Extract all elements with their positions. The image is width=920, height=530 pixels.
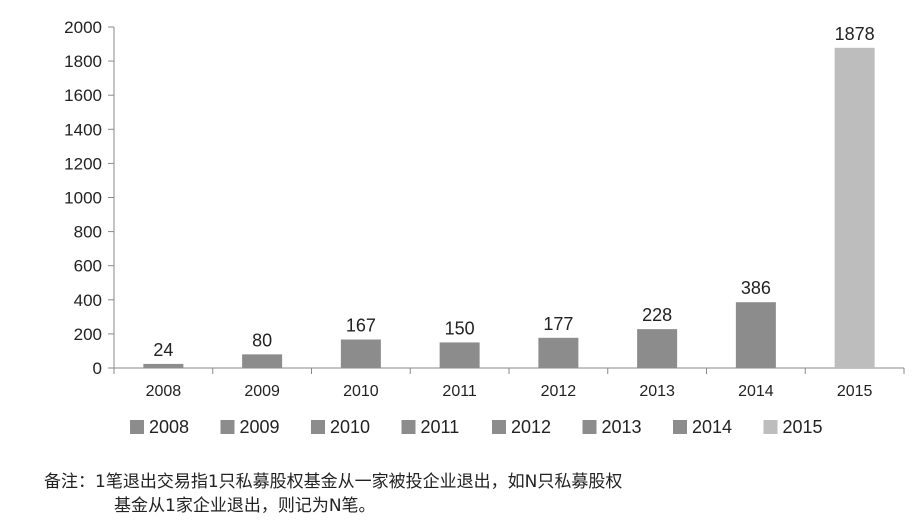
x-tick-label-2009: 2009 [244,383,280,400]
bar-2009 [242,354,283,368]
x-tick-label-2011: 2011 [442,383,477,400]
y-tick-label: 800 [74,223,102,242]
bar-2014 [735,302,776,368]
data-label-2008: 24 [153,340,173,360]
legend-label: 2008 [149,417,189,437]
legend-label: 2015 [783,417,823,437]
data-label-2014: 386 [741,278,771,298]
y-tick-label: 1200 [64,154,102,173]
legend-swatch [492,420,506,434]
bar-2013 [637,329,678,368]
data-label-2010: 167 [346,316,376,336]
legend-swatch [311,420,325,434]
data-label-2011: 150 [445,318,475,338]
legend-swatch [130,420,144,434]
legend-item-2012: 2012 [492,417,551,437]
x-tick-label-2012: 2012 [541,383,577,400]
bars [143,47,875,369]
legend-swatch [220,420,235,434]
x-axis: 2008 2009 2010 2011 2012 2013 2014 2015 [113,367,905,400]
legend-label: 2009 [240,417,280,437]
legend-swatch [401,420,416,434]
y-axis: 0 200 400 600 800 1000 1200 1400 1600 1800 2000 [64,18,115,378]
x-tick-label-2013: 2013 [639,383,675,400]
legend-swatch [582,420,597,434]
data-label-2009: 80 [252,330,272,350]
data-label-2012: 177 [543,314,573,334]
x-tick-label-2008: 2008 [146,383,182,400]
data-labels: 24 80 167 150 177 228 386 1878 [153,24,874,360]
x-tick-label-2015: 2015 [837,383,873,400]
x-tick-label-2010: 2010 [343,383,379,400]
y-tick-label: 400 [74,291,102,310]
footnote-line-2: 基金从1家企业退出，则记为N笔。 [114,496,376,516]
legend-label: 2014 [692,417,732,437]
bar-2012 [538,337,579,368]
y-tick-label: 1800 [64,52,102,71]
legend-swatch [673,420,687,434]
x-tick-label-2014: 2014 [738,383,774,400]
legend-item-2013: 2013 [582,417,642,437]
legend-label: 2011 [421,417,460,437]
legend-label: 2013 [602,417,642,437]
legend-item-2011: 2011 [401,417,460,437]
bar-2008 [143,363,184,368]
legend: 2008 2009 2010 2011 2012 2013 2014 2015 [130,417,823,437]
data-label-2013: 228 [642,305,672,325]
legend-item-2015: 2015 [763,417,823,437]
legend-swatch [763,420,778,434]
y-tick-label: 1400 [64,120,102,139]
bar-chart: 0 200 400 600 800 1000 1200 1400 1600 1800 2000 20… [64,18,905,437]
bar-2010 [340,339,381,368]
legend-item-2014: 2014 [673,417,732,437]
legend-label: 2012 [511,417,551,437]
bar-2011 [439,342,480,368]
legend-item-2009: 2009 [220,417,280,437]
footnote-line-1: 备注：1笔退出交易指1只私募股权基金从一家被投企业退出，如N只私募股权 [44,472,623,492]
data-label-2015: 1878 [835,24,875,44]
y-tick-label: 0 [93,359,102,378]
y-tick-label: 1000 [64,189,102,208]
legend-item-2008: 2008 [130,417,189,437]
y-tick-label: 200 [74,325,102,344]
y-tick-label: 2000 [64,18,102,37]
bar-2015 [834,47,875,369]
y-tick-label: 1600 [64,86,102,105]
legend-item-2010: 2010 [311,417,370,437]
legend-label: 2010 [330,417,370,437]
y-tick-label: 600 [74,257,102,276]
footnote: 备注：1笔退出交易指1只私募股权基金从一家被投企业退出，如N只私募股权 基金从1… [44,470,904,518]
